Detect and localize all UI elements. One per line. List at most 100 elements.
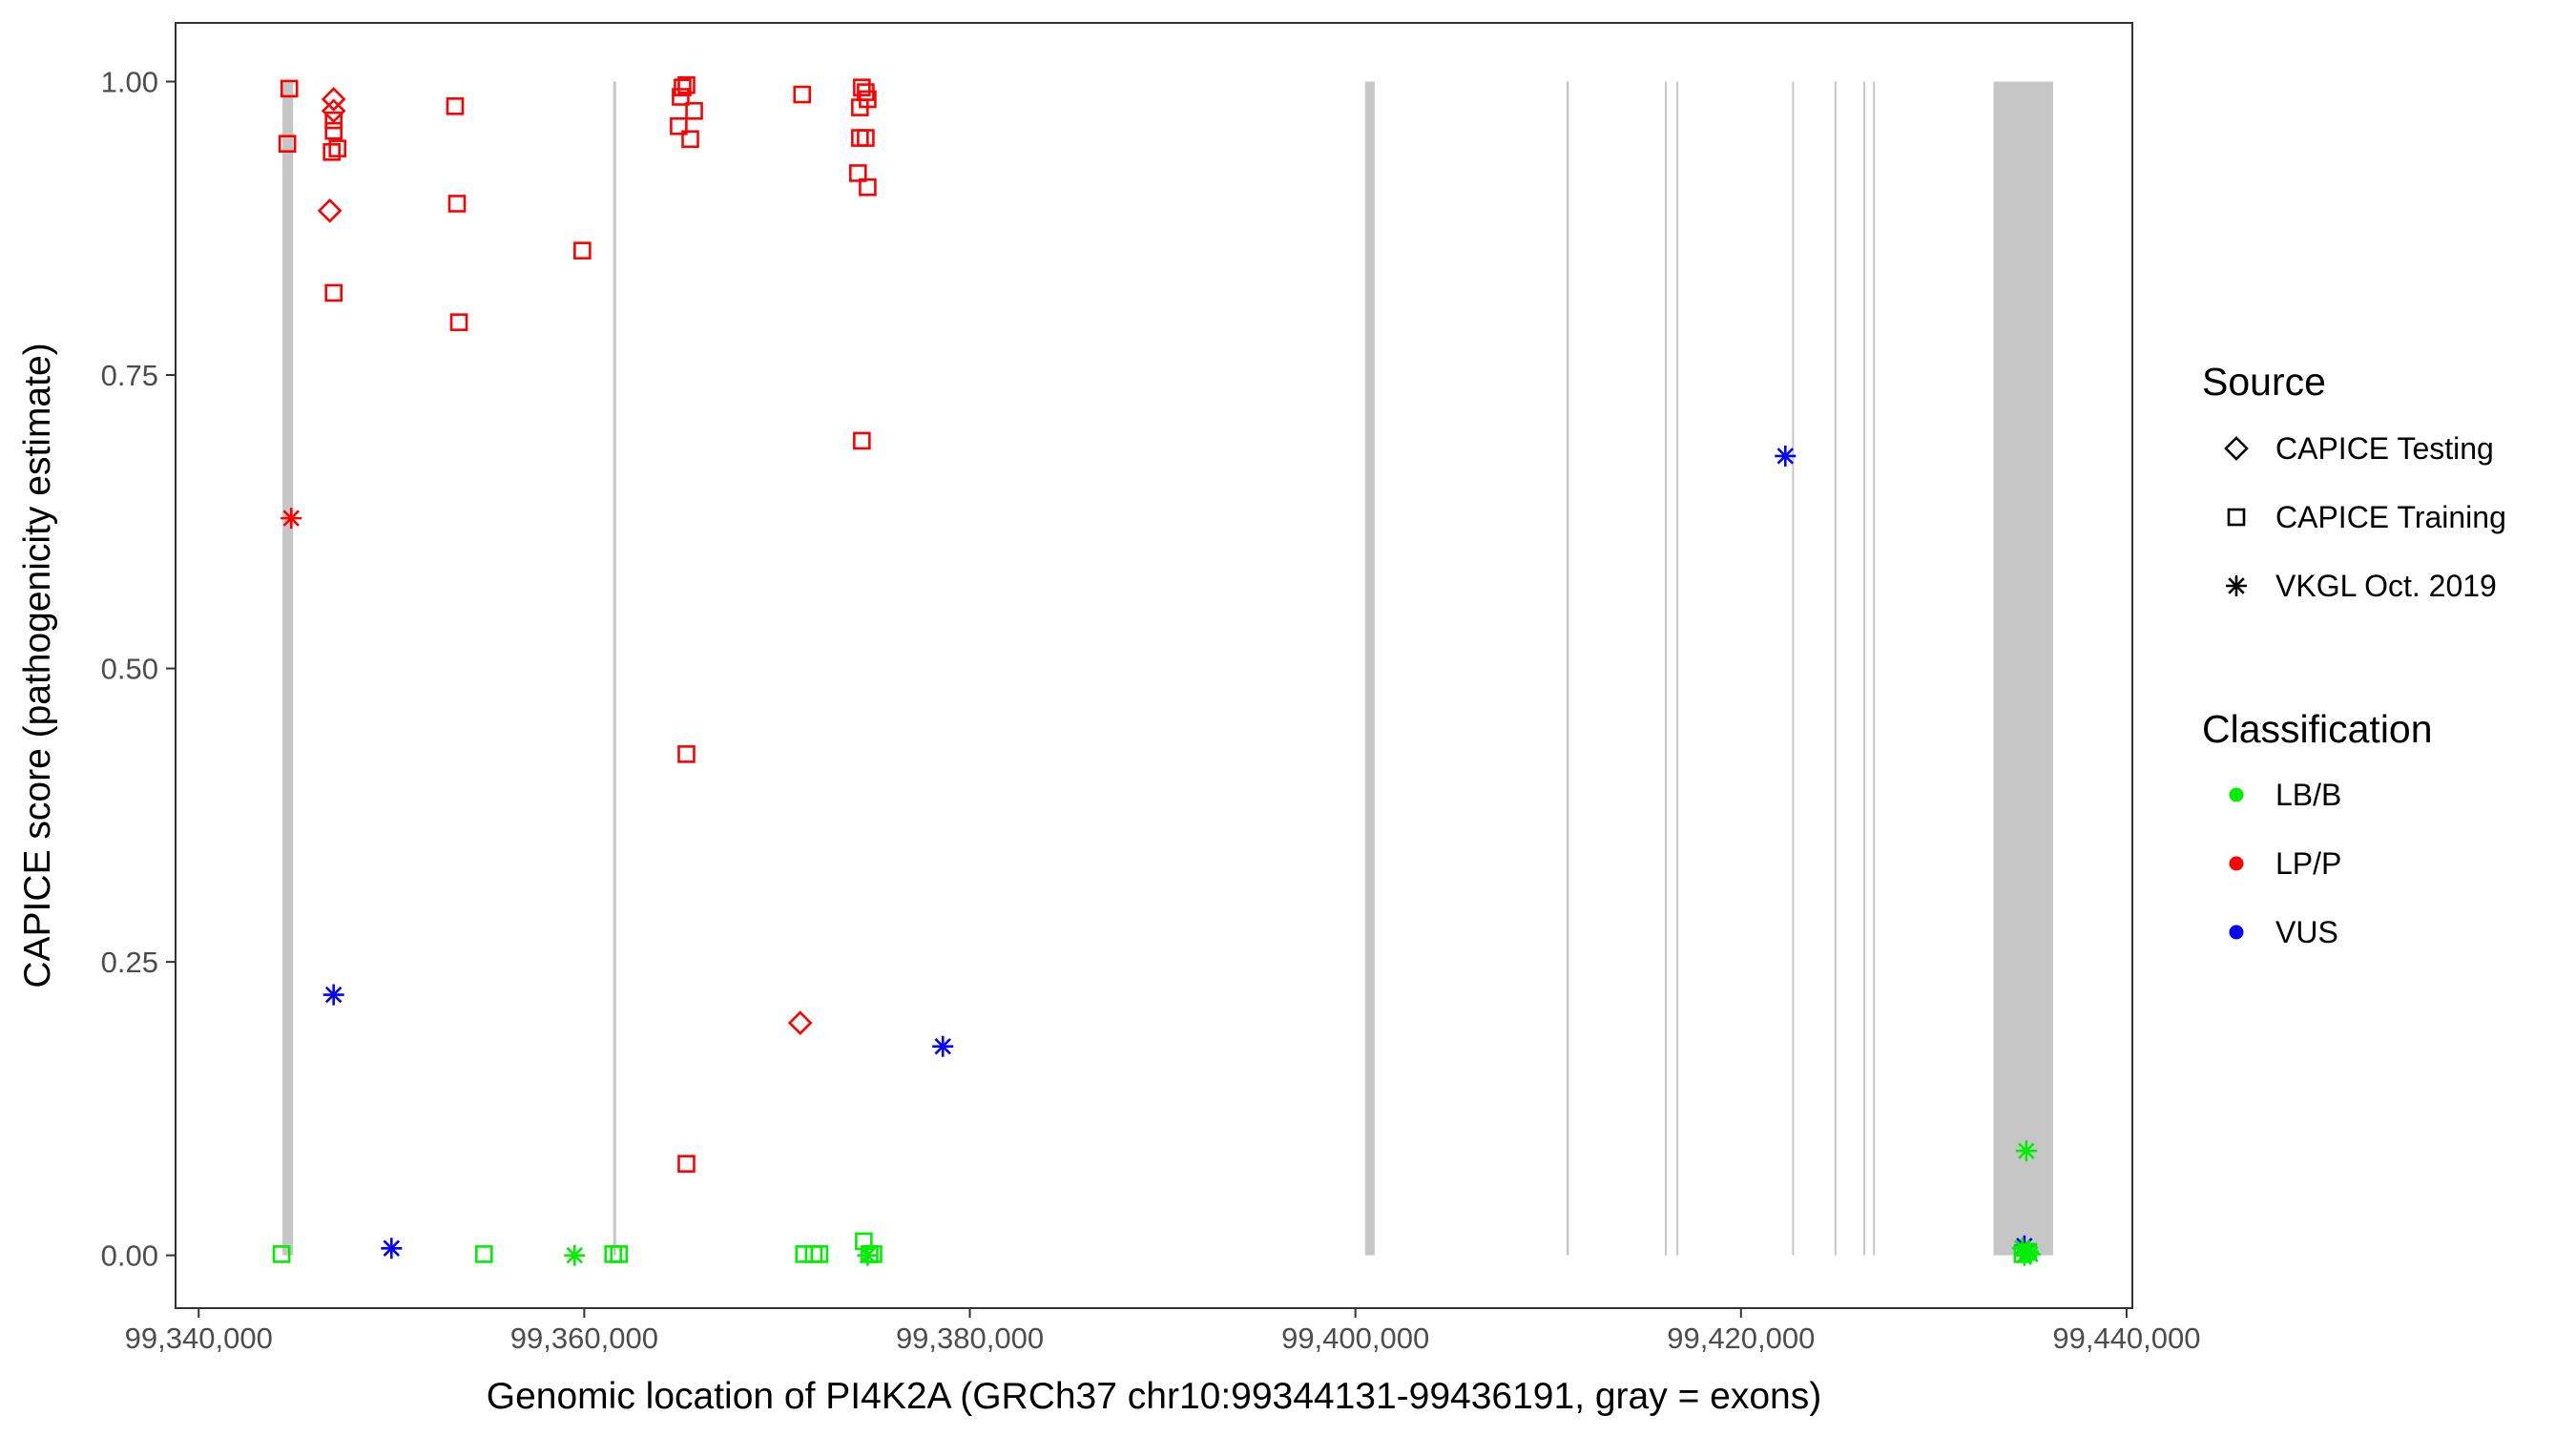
- exon-band-3: [1364, 81, 1375, 1256]
- data-point: [677, 1155, 696, 1173]
- y-tick-label: 1.00: [101, 66, 158, 99]
- data-point: [321, 87, 346, 112]
- legend-label: VKGL Oct. 2019: [2275, 569, 2497, 603]
- data-point: [851, 98, 869, 116]
- legend-item: VUS: [2229, 915, 2338, 949]
- data-point: [449, 313, 468, 331]
- legend-title: Classification: [2202, 707, 2433, 751]
- legend: Source CAPICE Testing CAPICE Training VKGL …: [2202, 360, 2506, 949]
- data-point: [677, 75, 696, 94]
- data-point: [280, 79, 299, 98]
- y-axis-label: CAPICE score (pathogenicity estimate): [17, 343, 58, 988]
- x-tick-label: 99,400,000: [1281, 1322, 1429, 1355]
- legend-title: Source: [2202, 360, 2326, 404]
- legend-key: [2229, 925, 2244, 940]
- data-point: [1775, 445, 1797, 467]
- data-point: [610, 1245, 629, 1263]
- legend-key: [2229, 787, 2244, 802]
- data-point: [681, 130, 699, 149]
- y-tick-label: 0.00: [101, 1239, 158, 1273]
- y-tick-label: 0.25: [101, 946, 158, 979]
- x-axis-ticks: 99,340,000 99,360,000 99,380,000 99,400,000…: [125, 1308, 2201, 1355]
- x-tick-label: 99,440,000: [2052, 1322, 2200, 1355]
- legend-classification: Classification LB/B LP/P VUS: [2202, 707, 2433, 949]
- exon-band-9: [1863, 81, 1866, 1256]
- data-point: [685, 101, 703, 120]
- data-point: [795, 1245, 814, 1263]
- data-point: [859, 177, 877, 197]
- data-point: [381, 1238, 403, 1259]
- data-point: [322, 984, 344, 1006]
- data-point: [324, 283, 343, 302]
- y-axis-ticks: 0.00 0.25 0.50 0.75 1.00: [101, 66, 176, 1273]
- legend-item: CAPICE Testing: [2224, 431, 2494, 466]
- x-tick-label: 99,340,000: [125, 1322, 273, 1355]
- data-point: [321, 98, 346, 124]
- exon-band-7: [1792, 81, 1795, 1256]
- data-point: [475, 1245, 493, 1263]
- legend-key: [2229, 856, 2244, 871]
- exon-band-5: [1664, 81, 1668, 1256]
- data-point: [853, 431, 871, 450]
- data-point: [2015, 1140, 2037, 1162]
- data-point: [674, 78, 692, 96]
- data-point: [324, 121, 343, 140]
- legend-key: [2224, 436, 2249, 461]
- data-point: [672, 88, 690, 106]
- data-point: [278, 135, 297, 154]
- exon-band-4: [1566, 81, 1569, 1256]
- legend-item: VKGL Oct. 2019: [2226, 569, 2497, 603]
- x-tick-label: 99,420,000: [1667, 1322, 1815, 1355]
- x-axis-label: Genomic location of PI4K2A (GRCh37 chr10…: [487, 1376, 1821, 1417]
- data-point: [573, 241, 592, 260]
- data-point: [324, 111, 343, 130]
- x-tick-label: 99,360,000: [510, 1322, 658, 1355]
- legend-key: [2227, 508, 2246, 527]
- legend-label: LB/B: [2275, 778, 2341, 812]
- legend-source: Source CAPICE Testing CAPICE Training VKGL …: [2202, 360, 2506, 603]
- data-point: [932, 1035, 954, 1057]
- data-point: [272, 1245, 291, 1263]
- legend-label: CAPICE Training: [2275, 500, 2506, 534]
- exon-band-8: [1834, 81, 1837, 1256]
- data-point: [851, 129, 869, 147]
- legend-label: LP/P: [2275, 846, 2341, 881]
- data-point: [787, 1010, 813, 1035]
- data-point: [322, 143, 341, 161]
- data-point: [793, 85, 812, 104]
- exon-band-6: [1676, 81, 1679, 1256]
- data-point: [849, 164, 867, 182]
- data-point: [677, 745, 696, 763]
- exon-band-2: [613, 81, 616, 1256]
- legend-item: LP/P: [2229, 846, 2341, 881]
- data-point: [857, 1244, 879, 1266]
- data-point: [280, 508, 302, 530]
- legend-label: VUS: [2275, 915, 2338, 949]
- x-tick-label: 99,380,000: [896, 1322, 1044, 1355]
- data-point: [855, 1232, 873, 1251]
- data-point: [804, 1245, 823, 1263]
- data-point: [317, 198, 343, 223]
- exon-band-1: [282, 81, 294, 1256]
- exon-bands: [282, 81, 2053, 1256]
- y-tick-label: 0.75: [101, 359, 158, 392]
- y-tick-label: 0.50: [101, 653, 158, 686]
- data-point: [670, 116, 688, 135]
- data-point: [564, 1244, 586, 1266]
- legend-item: CAPICE Training: [2227, 500, 2506, 534]
- exon-band-10: [1873, 81, 1876, 1256]
- data-point: [447, 195, 467, 213]
- exon-band-11: [1993, 81, 2053, 1256]
- data-point: [810, 1245, 829, 1263]
- data-point: [853, 78, 871, 96]
- legend-label: CAPICE Testing: [2275, 431, 2494, 466]
- data-point: [328, 139, 347, 157]
- data-point: [446, 97, 465, 115]
- data-point: [2019, 1243, 2041, 1265]
- data-points: [272, 75, 2041, 1266]
- data-point: [857, 129, 875, 147]
- plot-panel-border: [175, 22, 2133, 1309]
- legend-key: [2226, 575, 2247, 596]
